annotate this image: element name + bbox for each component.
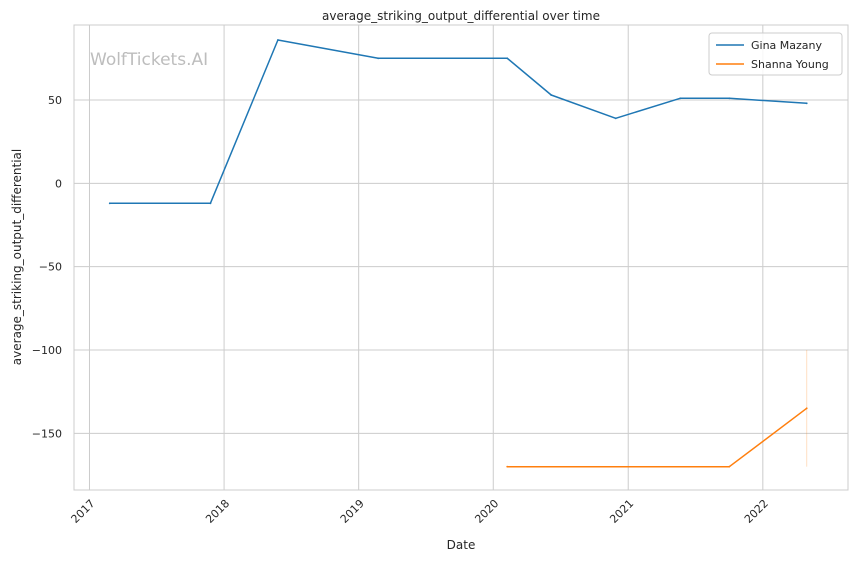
data-point-shanna-young	[506, 465, 509, 468]
watermark: WolfTickets.AI	[90, 50, 208, 70]
x-tick-label: 2018	[203, 497, 232, 526]
x-tick-label: 2020	[472, 497, 501, 526]
data-point-gina-mazany	[277, 39, 279, 41]
x-grid	[88, 25, 764, 490]
data-point-gina-mazany	[805, 102, 808, 105]
data-point-gina-mazany	[679, 97, 682, 100]
chart-title: average_striking_output_differential ove…	[322, 9, 600, 23]
data-point-gina-mazany	[377, 57, 380, 60]
y-tick-labels: 50 0 −50 −100 −150	[32, 94, 62, 440]
x-tick-labels: 2017 2018 2019 2020 2021 2022	[69, 497, 771, 526]
legend-label-gina-mazany: Gina Mazany	[751, 39, 823, 52]
series-layer	[108, 39, 808, 468]
y-tick-label: −100	[32, 344, 62, 357]
plot-frame	[73, 24, 849, 491]
y-tick-label: 0	[55, 177, 62, 190]
x-tick-label: 2017	[69, 497, 98, 526]
x-tick-label: 2022	[742, 497, 771, 526]
x-axis-label: Date	[447, 538, 476, 552]
x-tick-label: 2019	[338, 497, 367, 526]
y-tick-label: 50	[48, 94, 62, 107]
data-point-gina-mazany	[614, 117, 617, 120]
y-tick-label: −150	[32, 427, 62, 440]
data-point-shanna-young	[805, 407, 808, 410]
y-axis-label: average_striking_output_differential	[10, 149, 24, 365]
series-line-gina-mazany	[109, 39, 808, 205]
data-point-gina-mazany	[108, 202, 111, 205]
data-point-gina-mazany	[728, 97, 731, 100]
data-point-gina-mazany	[550, 94, 553, 96]
x-tick-label: 2021	[607, 497, 636, 526]
legend: Gina Mazany Shanna Young	[708, 32, 843, 76]
y-tick-label: −50	[39, 261, 62, 274]
data-point-gina-mazany	[209, 202, 212, 205]
data-point-shanna-young	[728, 465, 731, 468]
y-grid	[74, 99, 848, 434]
data-point-gina-mazany	[506, 57, 509, 60]
plot-area	[74, 25, 848, 490]
legend-label-shanna-young: Shanna Young	[751, 58, 829, 71]
